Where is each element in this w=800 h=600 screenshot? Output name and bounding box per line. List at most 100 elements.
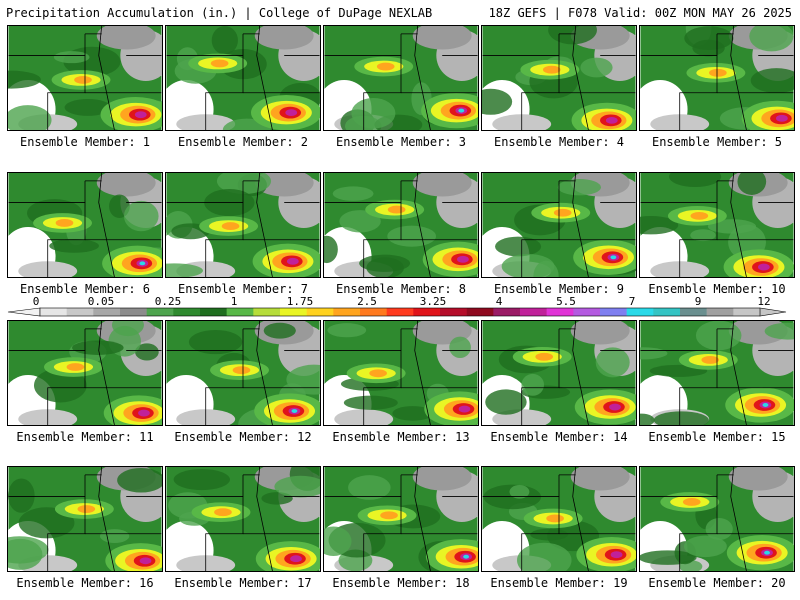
ensemble-panel-20: Ensemble Member: 20: [639, 466, 795, 590]
member-caption: Ensemble Member: 12: [174, 430, 312, 444]
member-caption: Ensemble Member: 17: [174, 576, 312, 590]
ensemble-panel-14: Ensemble Member: 14: [481, 320, 637, 444]
precip-map-member-8: [323, 172, 479, 278]
member-caption: Ensemble Member: 10: [648, 282, 786, 296]
colorbar-swatch: [733, 308, 761, 316]
precip-map-member-11: [7, 320, 163, 426]
colorbar-tick-label: 5.5: [556, 296, 576, 308]
ensemble-panel-13: Ensemble Member: 13: [323, 320, 479, 444]
colorbar-swatch: [653, 308, 681, 316]
precip-map-member-7: [165, 172, 321, 278]
precip-map-member-19: [481, 466, 637, 572]
colorbar-swatch: [493, 308, 521, 316]
colorbar-swatch: [360, 308, 387, 316]
colorbar-tick-label: 1: [231, 296, 238, 308]
colorbar-tick-label: 9: [695, 296, 702, 308]
colorbar-swatch: [173, 308, 201, 316]
precip-map-member-1: [7, 25, 163, 131]
precip-map-member-5: [639, 25, 795, 131]
member-caption: Ensemble Member: 15: [648, 430, 786, 444]
ensemble-panel-3: Ensemble Member: 3: [323, 25, 479, 149]
colorbar-swatch: [253, 308, 281, 316]
member-caption: Ensemble Member: 1: [19, 135, 151, 149]
member-caption: Ensemble Member: 5: [651, 135, 783, 149]
colorbar-swatch: [386, 308, 414, 316]
colorbar-swatch: [66, 308, 94, 316]
member-caption: Ensemble Member: 3: [335, 135, 467, 149]
ensemble-panel-16: Ensemble Member: 16: [7, 466, 163, 590]
colorbar-swatch: [600, 308, 627, 316]
colorbar-tick-label: 2.5: [357, 296, 377, 308]
colorbar-swatch: [333, 308, 361, 316]
colorbar-tick-label: 12: [757, 296, 770, 308]
colorbar-swatch: [200, 308, 227, 316]
colorbar-tick-label: 1.75: [287, 296, 314, 308]
precip-map-member-13: [323, 320, 479, 426]
colorbar-swatch: [466, 308, 494, 316]
member-caption: Ensemble Member: 8: [335, 282, 467, 296]
member-caption: Ensemble Member: 4: [493, 135, 625, 149]
run-info: 18Z GEFS | F078 Valid: 00Z MON MAY 26 20…: [488, 6, 792, 20]
precip-map-member-14: [481, 320, 637, 426]
member-caption: Ensemble Member: 6: [19, 282, 151, 296]
precip-map-member-20: [639, 466, 795, 572]
precip-map-member-2: [165, 25, 321, 131]
ensemble-panel-9: Ensemble Member: 9: [481, 172, 637, 296]
colorbar-swatch: [280, 308, 307, 316]
precip-map-member-6: [7, 172, 163, 278]
member-caption: Ensemble Member: 16: [16, 576, 154, 590]
ensemble-panel-12: Ensemble Member: 12: [165, 320, 321, 444]
ensemble-panel-6: Ensemble Member: 6: [7, 172, 163, 296]
member-caption: Ensemble Member: 7: [177, 282, 309, 296]
precip-colorbar: 0 0.05 0.25 1 1.75 2.5 3.25 4 5.5 7 9 12: [7, 296, 787, 317]
colorbar-tick-label: 0.05: [88, 296, 115, 308]
ensemble-panel-2: Ensemble Member: 2: [165, 25, 321, 149]
member-caption: Ensemble Member: 20: [648, 576, 786, 590]
precip-map-member-4: [481, 25, 637, 131]
member-caption: Ensemble Member: 19: [490, 576, 628, 590]
member-caption: Ensemble Member: 2: [177, 135, 309, 149]
precip-map-member-10: [639, 172, 795, 278]
precip-map-member-9: [481, 172, 637, 278]
colorbar-left-arrow: [7, 307, 41, 317]
colorbar-swatch: [226, 308, 254, 316]
member-caption: Ensemble Member: 11: [16, 430, 154, 444]
colorbar-swatch: [680, 308, 707, 316]
colorbar-tick-label: 0: [33, 296, 40, 308]
colorbar-right-arrow: [759, 307, 787, 317]
member-caption: Ensemble Member: 14: [490, 430, 628, 444]
ensemble-panel-11: Ensemble Member: 11: [7, 320, 163, 444]
colorbar-swatch: [146, 308, 174, 316]
precip-map-member-12: [165, 320, 321, 426]
colorbar-swatch: [573, 308, 601, 316]
precip-map-member-17: [165, 466, 321, 572]
colorbar-swatch: [413, 308, 441, 316]
colorbar-swatch: [440, 308, 467, 316]
colorbar-swatch: [306, 308, 334, 316]
ensemble-panel-10: Ensemble Member: 10: [639, 172, 795, 296]
ensemble-panel-19: Ensemble Member: 19: [481, 466, 637, 590]
colorbar-swatch: [706, 308, 734, 316]
colorbar-swatch: [626, 308, 654, 316]
colorbar-swatch: [93, 308, 121, 316]
ensemble-panel-4: Ensemble Member: 4: [481, 25, 637, 149]
colorbar-swatch: [40, 308, 67, 316]
precip-map-member-15: [639, 320, 795, 426]
precip-map-member-16: [7, 466, 163, 572]
colorbar-tick-label: 0.25: [155, 296, 182, 308]
precip-map-member-18: [323, 466, 479, 572]
colorbar-tick-label: 3.25: [420, 296, 447, 308]
member-caption: Ensemble Member: 18: [332, 576, 470, 590]
member-caption: Ensemble Member: 9: [493, 282, 625, 296]
colorbar-tick-label: 4: [496, 296, 503, 308]
colorbar-tick-label: 7: [629, 296, 636, 308]
ensemble-panel-1: Ensemble Member: 1: [7, 25, 163, 149]
ensemble-panel-7: Ensemble Member: 7: [165, 172, 321, 296]
precip-map-member-3: [323, 25, 479, 131]
colorbar-swatch: [546, 308, 574, 316]
colorbar-swatch: [120, 308, 147, 316]
ensemble-panel-18: Ensemble Member: 18: [323, 466, 479, 590]
ensemble-panel-8: Ensemble Member: 8: [323, 172, 479, 296]
member-caption: Ensemble Member: 13: [332, 430, 470, 444]
ensemble-panel-17: Ensemble Member: 17: [165, 466, 321, 590]
